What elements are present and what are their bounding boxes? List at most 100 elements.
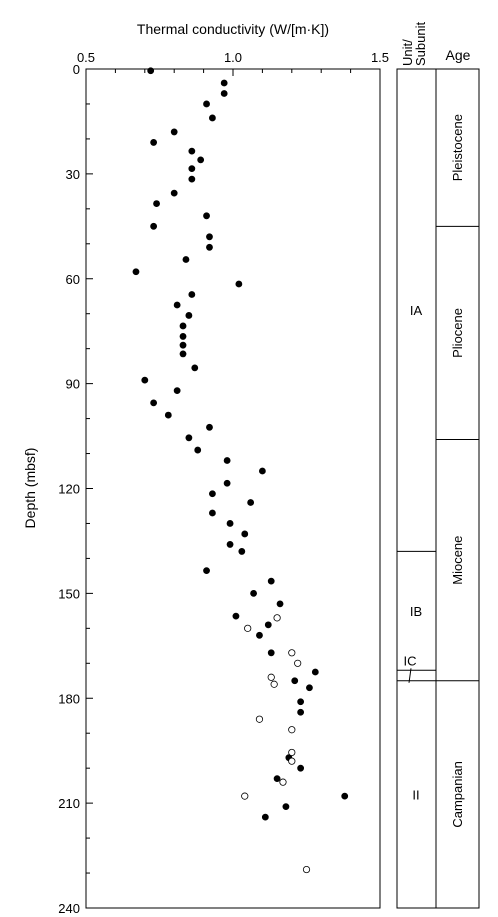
data-point-filled — [206, 423, 213, 431]
data-point-filled — [185, 434, 193, 442]
data-point-filled — [223, 479, 231, 487]
data-point-filled — [238, 548, 246, 555]
data-point-filled — [150, 399, 158, 407]
data-point-open — [288, 748, 296, 757]
unit-label: IA — [410, 303, 423, 318]
y-tick-label: 0 — [73, 62, 80, 77]
x-axis-label: Thermal conductivity (W/[m·K]) — [137, 21, 329, 37]
age-label: Pliocene — [450, 308, 465, 358]
data-point-open — [279, 778, 287, 786]
data-point-filled — [206, 243, 213, 251]
unit-label: IC — [404, 653, 417, 668]
data-point-filled — [164, 411, 172, 419]
data-point-filled — [235, 280, 243, 288]
data-point-filled — [232, 612, 240, 620]
x-tick-label: 1.0 — [224, 50, 242, 65]
data-point-filled — [247, 499, 255, 506]
age-intervals: Pleistocene Pliocene Miocene Campanian — [436, 114, 479, 828]
unit-intervals: IA IB IC II — [397, 303, 436, 802]
data-point-open — [302, 865, 311, 874]
data-point-filled — [297, 708, 305, 716]
y-tick-labels: 0 30 60 90 120 150 180 210 240 — [58, 62, 80, 916]
data-point-filled — [256, 631, 263, 639]
plot-frame — [85, 68, 381, 909]
data-point-filled — [209, 490, 216, 498]
data-point-filled — [173, 387, 181, 395]
data-point-open — [270, 680, 278, 688]
data-point-filled — [267, 649, 275, 657]
data-point-filled — [273, 775, 281, 783]
data-points — [132, 67, 349, 874]
data-point-filled — [150, 139, 158, 146]
axis-ticks — [85, 68, 381, 909]
data-point-filled — [197, 156, 205, 164]
data-point-filled — [203, 567, 210, 575]
data-point-open — [288, 757, 296, 765]
data-point-filled — [153, 200, 160, 207]
y-tick-label: 150 — [58, 586, 80, 601]
data-point-filled — [291, 677, 299, 685]
data-point-filled — [341, 792, 349, 800]
data-point-filled — [264, 621, 272, 629]
data-point-filled — [306, 684, 313, 692]
data-point-filled — [311, 668, 319, 676]
data-point-filled — [203, 212, 210, 220]
data-point-filled — [209, 509, 216, 517]
data-point-filled — [179, 341, 187, 349]
data-point-filled — [188, 175, 196, 183]
y-tick-label: 90 — [66, 377, 80, 392]
data-point-filled — [173, 301, 181, 309]
age-column-header: Age — [446, 47, 471, 63]
data-point-open — [288, 649, 296, 657]
unit-column-frame — [396, 68, 437, 909]
data-point-open — [288, 726, 296, 734]
data-point-filled — [297, 764, 305, 772]
y-tick-label: 240 — [58, 901, 80, 916]
data-point-filled — [226, 520, 234, 527]
age-column-frame — [435, 68, 480, 909]
data-point-filled — [220, 79, 228, 87]
data-point-filled — [258, 467, 266, 475]
y-axis-label: Depth (mbsf) — [22, 448, 38, 529]
y-tick-label: 180 — [58, 691, 80, 706]
y-tick-label: 60 — [66, 272, 80, 287]
data-point-filled — [250, 589, 257, 597]
data-point-open — [294, 659, 302, 667]
unit-label: IB — [410, 604, 422, 619]
data-point-filled — [170, 189, 178, 197]
data-point-filled — [150, 222, 158, 230]
y-tick-label: 30 — [66, 167, 80, 182]
data-point-filled — [179, 333, 187, 340]
data-point-open — [241, 792, 249, 800]
age-label: Campanian — [450, 761, 465, 828]
age-label: Pleistocene — [450, 114, 465, 181]
y-tick-label: 120 — [58, 482, 80, 497]
data-point-filled — [203, 100, 210, 108]
data-point-filled — [276, 600, 284, 608]
data-point-filled — [297, 698, 305, 706]
data-point-filled — [179, 350, 187, 358]
data-point-filled — [188, 147, 196, 155]
data-point-filled — [223, 457, 231, 464]
x-tick-label: 1.5 — [371, 50, 389, 65]
data-point-filled — [179, 322, 187, 330]
data-point-filled — [182, 256, 190, 263]
age-label: Miocene — [450, 536, 465, 585]
data-point-open — [255, 715, 264, 723]
data-point-filled — [206, 233, 213, 241]
unit-label: II — [412, 787, 419, 802]
y-tick-label: 210 — [58, 796, 80, 811]
data-point-filled — [188, 165, 196, 173]
data-point-filled — [282, 803, 290, 811]
data-point-open — [273, 614, 281, 622]
data-point-filled — [220, 90, 228, 97]
x-tick-label: 0.5 — [77, 50, 95, 65]
data-point-filled — [170, 128, 178, 136]
data-point-filled — [188, 291, 196, 298]
data-point-filled — [191, 364, 199, 372]
data-point-filled — [226, 541, 234, 548]
data-point-filled — [141, 376, 149, 384]
data-point-filled — [185, 312, 193, 319]
unit-column-header: Unit/Subunit — [400, 22, 428, 66]
